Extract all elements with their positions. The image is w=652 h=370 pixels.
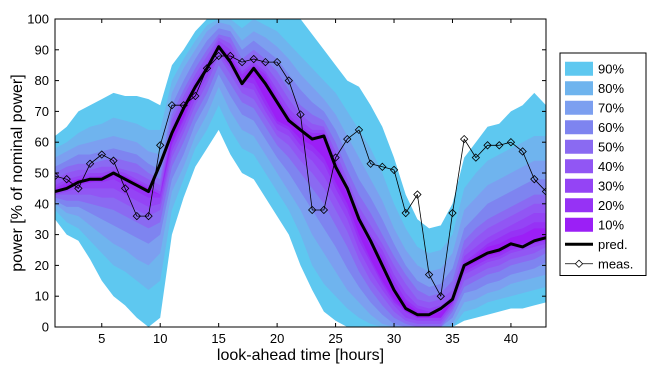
meas-point (120, 184, 130, 193)
meas-point (530, 174, 539, 184)
meas-point (202, 64, 212, 73)
meas-point (191, 91, 200, 101)
meas-point (156, 141, 165, 150)
meas-point (436, 292, 445, 301)
band-40pct (55, 37, 546, 324)
y-tick-label: 40 (35, 196, 49, 211)
legend-label: 90% (598, 61, 624, 76)
legend-label: 80% (598, 81, 624, 96)
y-tick-label: 80 (35, 73, 49, 88)
x-tick-label: 35 (445, 331, 459, 346)
meas-point (74, 184, 83, 193)
y-tick-label: 10 (35, 289, 49, 304)
meas-point (226, 51, 235, 61)
legend-label: 50% (598, 139, 624, 154)
x-tick-label: 5 (98, 331, 105, 346)
x-axis-ticks: 5 10 15 20 25 30 35 40 (98, 19, 518, 346)
x-tick-label: 25 (328, 331, 342, 346)
legend-items: 90% 80% 70% 60% 50% 40% 30% 20% 10% pred. meas. (565, 61, 633, 271)
meas-point (354, 125, 364, 135)
y-tick-label: 60 (35, 135, 49, 150)
interval-bands (55, 19, 546, 327)
legend-swatch (565, 178, 593, 193)
x-tick-label: 20 (270, 331, 284, 346)
legend-swatch (565, 81, 593, 96)
series-line-pred (55, 45, 546, 317)
meas-point (85, 159, 95, 168)
meas-point (272, 57, 282, 67)
meas-point (424, 270, 434, 279)
meas-point (296, 110, 305, 119)
legend-label: 10% (598, 217, 624, 232)
meas-point (506, 138, 516, 147)
y-axis-ticks: 0 10 20 30 40 50 60 70 80 90 100 (27, 12, 546, 335)
legend-marker (574, 259, 584, 268)
x-tick-label: 30 (387, 331, 401, 346)
meas-point (471, 153, 481, 162)
meas-point (144, 211, 153, 221)
meas-point (413, 190, 422, 199)
legend-swatch (565, 61, 593, 76)
legend-label: pred. (598, 237, 628, 252)
meas-point (448, 208, 457, 218)
y-tick-label: 20 (35, 258, 49, 273)
meas-point (97, 150, 106, 159)
meas-point (308, 205, 317, 215)
x-axis-label: look-ahead time [hours] (217, 347, 384, 364)
meas-point (55, 171, 60, 181)
legend-swatch (565, 159, 593, 174)
meas-point (237, 57, 247, 67)
meas-point (343, 134, 352, 144)
meas-point (366, 159, 375, 168)
meas-point (460, 134, 469, 144)
meas-point (214, 51, 223, 61)
legend-label: meas. (598, 256, 633, 271)
legend: 90% 80% 70% 60% 50% 40% 30% 20% 10% pred. meas. (559, 52, 647, 276)
meas-point (132, 211, 141, 221)
legend-label: 30% (598, 178, 624, 193)
meas-point (319, 205, 329, 215)
meas-point (389, 165, 399, 175)
legend-swatch (565, 139, 593, 154)
meas-point (179, 101, 188, 110)
x-tick-label: 10 (153, 331, 167, 346)
meas-point (62, 174, 71, 184)
x-tick-label: 40 (504, 331, 518, 346)
meas-point (541, 187, 546, 196)
legend-swatch (565, 100, 593, 115)
meas-point (401, 208, 410, 218)
legend-swatch (565, 217, 593, 232)
legend-label: 70% (598, 100, 624, 115)
meas-point (109, 156, 118, 165)
series-line-meas (55, 55, 546, 297)
meas-point (483, 141, 492, 150)
y-tick-label: 50 (35, 166, 49, 181)
legend-swatch (565, 120, 593, 135)
legend-swatch (565, 198, 593, 213)
y-tick-label: 70 (35, 104, 49, 119)
meas-point (518, 147, 527, 156)
band-50pct (55, 34, 546, 327)
y-axis-label: power [% of nominal power] (9, 74, 26, 271)
y-tick-label: 90 (35, 42, 49, 57)
meas-point (167, 101, 177, 110)
y-tick-label: 0 (42, 320, 49, 335)
meas-point (495, 141, 504, 150)
y-tick-label: 30 (35, 227, 49, 242)
legend-label: 60% (598, 120, 624, 135)
meas-point (378, 162, 387, 172)
legend-label: 40% (598, 159, 624, 174)
meas-point (284, 76, 293, 85)
x-tick-label: 15 (211, 331, 225, 346)
series-lines (55, 45, 546, 317)
meas-point (331, 153, 340, 162)
meas-point (249, 54, 258, 64)
y-tick-label: 100 (27, 12, 49, 27)
legend-label: 20% (598, 198, 624, 213)
meas-point (261, 57, 270, 67)
